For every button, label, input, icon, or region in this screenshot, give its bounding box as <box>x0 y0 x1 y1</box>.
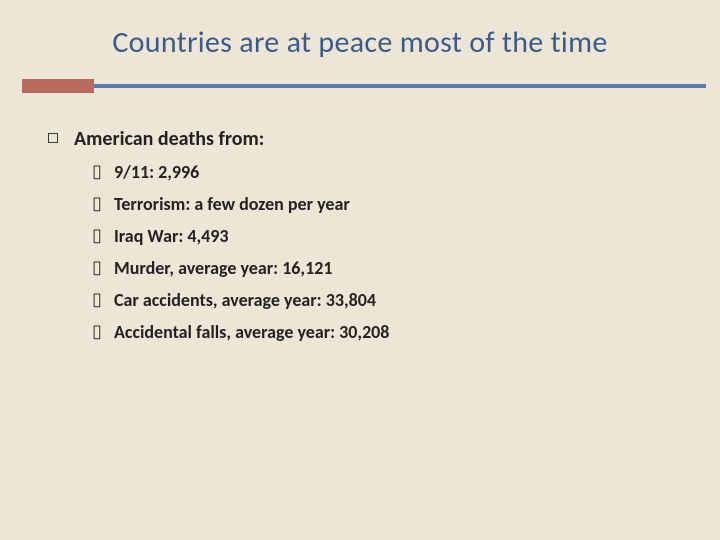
box-bullet-icon: ▯ <box>92 289 102 310</box>
list-item: ▯ 9/11: 2,996 <box>92 161 720 183</box>
item-text: Murder, average year: 16,121 <box>114 257 332 279</box>
list-item: ▯ Iraq War: 4,493 <box>92 225 720 247</box>
square-bullet-icon <box>48 133 58 143</box>
item-text: Car accidents, average year: 33,804 <box>114 289 376 311</box>
divider <box>0 79 720 93</box>
list-item: ▯ Terrorism: a few dozen per year <box>92 193 720 215</box>
list-item: ▯ Murder, average year: 16,121 <box>92 257 720 279</box>
list-item: ▯ Accidental falls, average year: 30,208 <box>92 321 720 343</box>
box-bullet-icon: ▯ <box>92 225 102 246</box>
accent-block <box>22 79 94 93</box>
heading-text: American deaths from: <box>74 127 264 151</box>
box-bullet-icon: ▯ <box>92 257 102 278</box>
slide-title: Countries are at peace most of the time <box>0 0 720 79</box>
list-item: ▯ Car accidents, average year: 33,804 <box>92 289 720 311</box>
item-text: Iraq War: 4,493 <box>114 225 229 247</box>
item-text: 9/11: 2,996 <box>114 161 199 183</box>
divider-line <box>94 84 706 88</box>
sublist: ▯ 9/11: 2,996 ▯ Terrorism: a few dozen p… <box>48 161 720 343</box>
item-text: Terrorism: a few dozen per year <box>114 193 350 215</box>
box-bullet-icon: ▯ <box>92 193 102 214</box>
box-bullet-icon: ▯ <box>92 321 102 342</box>
content-area: American deaths from: ▯ 9/11: 2,996 ▯ Te… <box>0 93 720 343</box>
box-bullet-icon: ▯ <box>92 161 102 182</box>
list-heading: American deaths from: <box>48 127 720 151</box>
item-text: Accidental falls, average year: 30,208 <box>114 321 389 343</box>
